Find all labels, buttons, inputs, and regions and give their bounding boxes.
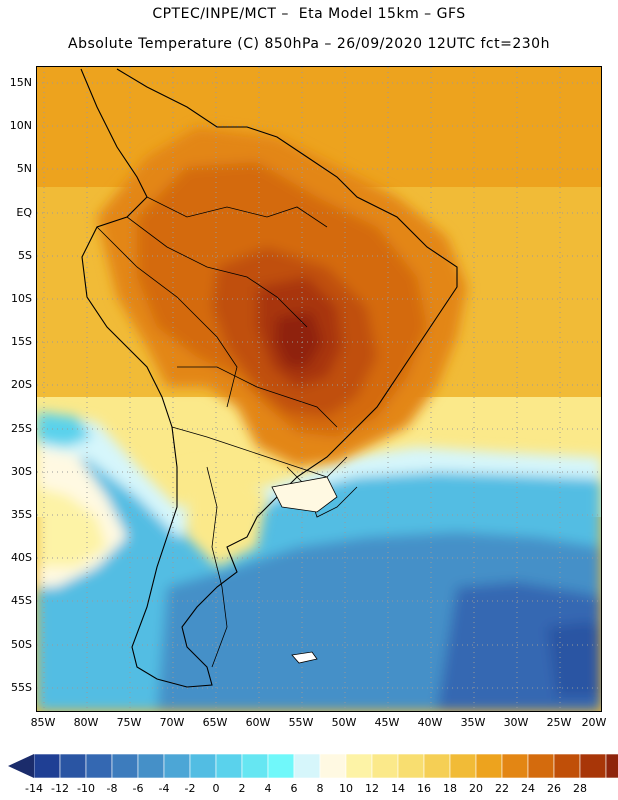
colorbar-label: -10 bbox=[77, 782, 95, 795]
colorbar-cell bbox=[449, 753, 477, 779]
colorbar-cell bbox=[501, 753, 529, 779]
colorbar-label: 4 bbox=[264, 782, 272, 795]
colorbar-cell bbox=[85, 753, 113, 779]
colorbar-cell bbox=[319, 753, 347, 779]
pacific-cool-patch bbox=[37, 412, 92, 447]
colorbar bbox=[8, 753, 618, 779]
colorbar-label: 16 bbox=[417, 782, 431, 795]
lon-label: 40W bbox=[417, 716, 443, 729]
lat-label: 20S bbox=[11, 378, 32, 391]
lat-label: 15S bbox=[11, 335, 32, 348]
colorbar-cell bbox=[579, 753, 607, 779]
temperature-map[interactable] bbox=[36, 66, 602, 712]
colorbar-cell bbox=[553, 753, 581, 779]
colorbar-cell bbox=[397, 753, 425, 779]
lon-label: 60W bbox=[245, 716, 271, 729]
chart-title-field: Absolute Temperature (C) 850hPa – 26/09/… bbox=[68, 36, 550, 52]
colorbar-cell bbox=[241, 753, 269, 779]
colorbar-label: -4 bbox=[158, 782, 170, 795]
lat-label: 35S bbox=[11, 508, 32, 521]
colorbar-label: 20 bbox=[469, 782, 483, 795]
lon-label: 20W bbox=[581, 716, 607, 729]
colorbar-cell bbox=[475, 753, 503, 779]
lon-label: 30W bbox=[503, 716, 529, 729]
colorbar-label: 6 bbox=[290, 782, 298, 795]
lon-label: 85W bbox=[30, 716, 56, 729]
colorbar-label: 22 bbox=[495, 782, 509, 795]
lat-label: 40S bbox=[11, 551, 32, 564]
colorbar-label: 26 bbox=[547, 782, 561, 795]
colorbar-label: 10 bbox=[339, 782, 353, 795]
lon-label: 75W bbox=[116, 716, 142, 729]
lat-label: 5N bbox=[16, 162, 32, 175]
colorbar-cell bbox=[59, 753, 87, 779]
colorbar-under-arrow bbox=[8, 754, 34, 778]
colorbar-cell bbox=[423, 753, 451, 779]
lat-label: 45S bbox=[11, 594, 32, 607]
colorbar-cell bbox=[189, 753, 217, 779]
lat-label: 50S bbox=[11, 638, 32, 651]
colorbar-cell bbox=[163, 753, 191, 779]
colorbar-cell bbox=[293, 753, 321, 779]
colorbar-label: 18 bbox=[443, 782, 457, 795]
lon-label: 55W bbox=[288, 716, 314, 729]
colorbar-label: 24 bbox=[521, 782, 535, 795]
lon-label: 45W bbox=[374, 716, 400, 729]
colorbar-cell bbox=[605, 753, 618, 779]
lat-label: 15N bbox=[9, 76, 32, 89]
colorbar-label: 14 bbox=[391, 782, 405, 795]
chart-title-source: CPTEC/INPE/MCT – Eta Model 15km – GFS bbox=[152, 6, 466, 22]
lat-label: 10N bbox=[9, 119, 32, 132]
colorbar-label: 28 bbox=[573, 782, 587, 795]
colorbar-cell bbox=[527, 753, 555, 779]
pale-yellow-pacific bbox=[37, 487, 107, 567]
colorbar-label: -14 bbox=[25, 782, 43, 795]
lon-label: 80W bbox=[73, 716, 99, 729]
lon-label: 50W bbox=[331, 716, 357, 729]
colorbar-cell bbox=[267, 753, 295, 779]
colorbar-cell bbox=[215, 753, 243, 779]
colorbar-label: 8 bbox=[316, 782, 324, 795]
lat-label: 5S bbox=[18, 249, 32, 262]
heat-core-max bbox=[275, 312, 322, 367]
colorbar-label: -12 bbox=[51, 782, 69, 795]
colorbar-cell bbox=[371, 753, 399, 779]
colorbar-cell bbox=[33, 753, 61, 779]
lagoa-dos-patos bbox=[271, 476, 338, 513]
lat-label: 25S bbox=[11, 422, 32, 435]
colorbar-label: -2 bbox=[184, 782, 196, 795]
colorbar-label: -6 bbox=[132, 782, 144, 795]
coastline bbox=[80, 68, 458, 688]
temperature-map-canvas bbox=[37, 67, 601, 711]
graticule bbox=[37, 67, 601, 711]
lat-label: 30S bbox=[11, 465, 32, 478]
colorbar-label: 2 bbox=[238, 782, 246, 795]
country-borders bbox=[96, 196, 358, 668]
lon-label: 65W bbox=[202, 716, 228, 729]
lat-label: 10S bbox=[11, 292, 32, 305]
lat-label: 55S bbox=[11, 681, 32, 694]
colorbar-label: 12 bbox=[365, 782, 379, 795]
lon-label: 35W bbox=[460, 716, 486, 729]
colorbar-label: -8 bbox=[106, 782, 118, 795]
colorbar-cell bbox=[137, 753, 165, 779]
colorbar-cell bbox=[111, 753, 139, 779]
lat-label: EQ bbox=[16, 206, 32, 219]
cold-core-deep bbox=[547, 622, 601, 697]
lon-label: 70W bbox=[159, 716, 185, 729]
lon-label: 25W bbox=[546, 716, 572, 729]
colorbar-cell bbox=[345, 753, 373, 779]
falkland-islands bbox=[291, 651, 318, 664]
colorbar-label: 0 bbox=[212, 782, 220, 795]
